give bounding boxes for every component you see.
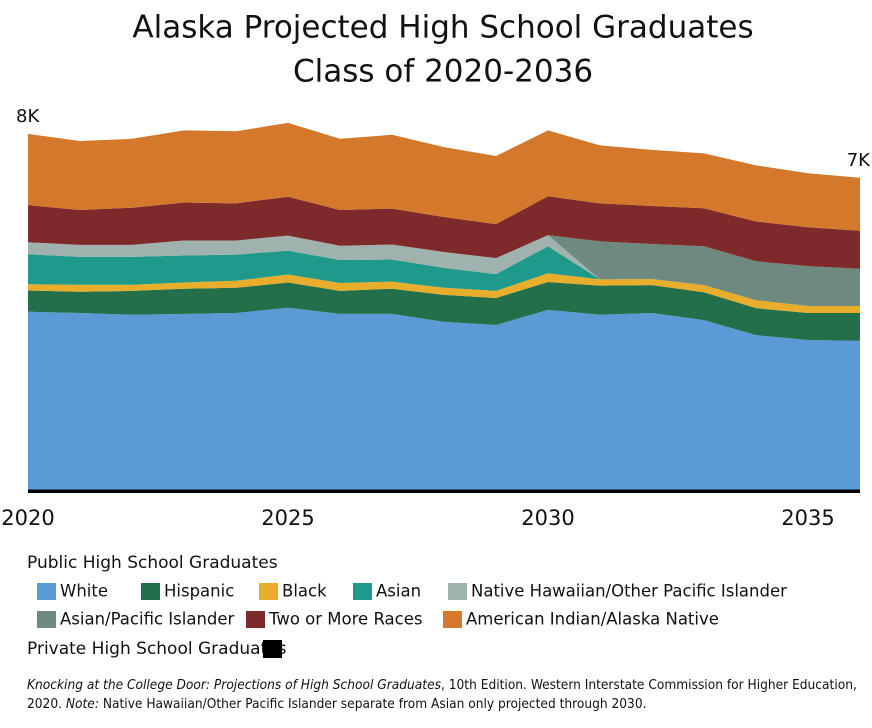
footnote: Knocking at the College Door: Projection… [27,676,862,714]
legend-label: Asian [376,582,421,601]
legend-swatch [246,611,265,628]
legend-swatch [37,583,56,600]
x-tick-label: 2035 [781,506,834,530]
source-text: , 10th Edition. Western Interstate Commi… [27,677,857,712]
x-tick-label: 2030 [521,506,574,530]
annotation: 8K [16,106,40,127]
legend-header: Public High School Graduates [27,553,278,573]
source-title: Knocking at the College Door: Projection… [27,677,441,693]
area [28,246,860,306]
area [28,196,860,269]
chart-title: Alaska Projected High School Graduates [132,10,753,46]
legend-swatch [353,583,372,600]
legend-label: Asian/Pacific Islander [60,610,235,629]
legend-swatch [141,583,160,600]
legend-swatch [443,611,462,628]
legend-label: White [60,582,108,601]
area [28,273,860,314]
area [28,235,860,306]
legend-label: American Indian/Alaska Native [466,610,719,629]
legend-label: Native Hawaiian/Other Pacific Islander [471,582,787,601]
legend-label: Hispanic [164,582,234,601]
x-tick-label: 2025 [261,506,314,530]
area [28,489,860,493]
legend-label: Black [282,582,327,601]
legend-swatch [37,611,56,628]
note-label: Note: [65,696,99,712]
chart-subtitle: Class of 2020-2036 [293,54,593,90]
legend-swatch [448,583,467,600]
legend-swatch [259,583,278,600]
annotation: 7K [847,150,871,171]
area [28,122,860,231]
chart: Alaska Projected High School Graduates C… [1,10,871,660]
legend-header: Private High School Graduates [27,639,287,659]
area [28,282,860,341]
area [28,235,860,306]
legend-swatch [263,640,282,658]
x-tick-label: 2020 [1,506,54,530]
note-text: Native Hawaiian/Other Pacific Islander s… [102,696,647,712]
area [28,307,860,490]
legend-label: Two or More Races [268,610,423,629]
